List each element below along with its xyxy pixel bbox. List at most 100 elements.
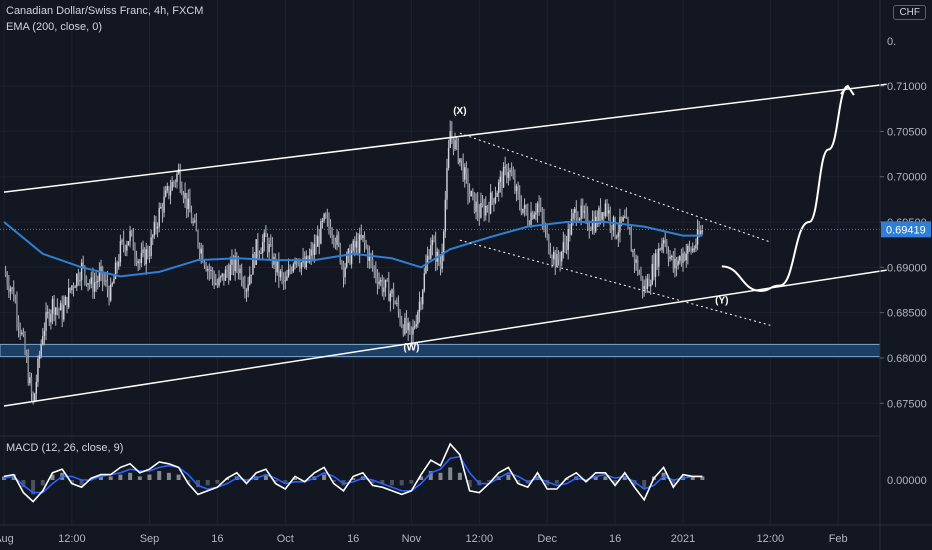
candle-body bbox=[198, 245, 201, 254]
candle-body bbox=[98, 272, 101, 282]
candle-body bbox=[357, 240, 359, 253]
candle-body bbox=[127, 241, 130, 246]
candle-body bbox=[245, 290, 248, 292]
candle-body bbox=[617, 232, 620, 237]
candle-body bbox=[491, 192, 493, 199]
macd-histogram-bar bbox=[487, 480, 491, 482]
candle-body bbox=[590, 229, 592, 231]
candle-body bbox=[565, 244, 568, 250]
macd-histogram-bar bbox=[409, 480, 414, 484]
candle-body bbox=[101, 266, 104, 281]
candle-body bbox=[498, 182, 500, 193]
macd-histogram-bar bbox=[642, 480, 647, 489]
candle-body bbox=[29, 377, 31, 384]
candle-body bbox=[153, 221, 156, 236]
candle-body bbox=[557, 254, 560, 260]
macd-histogram-bar bbox=[186, 480, 191, 484]
last-price-badge bbox=[881, 221, 931, 238]
candle-body bbox=[66, 297, 68, 308]
candle-body bbox=[279, 271, 282, 278]
candle-body bbox=[407, 322, 409, 331]
candle-body bbox=[346, 253, 348, 268]
ema-legend[interactable]: EMA (200, close, 0) bbox=[6, 21, 102, 33]
candle-body bbox=[35, 382, 38, 394]
candle-body bbox=[561, 251, 563, 262]
candle-body bbox=[147, 249, 149, 256]
candle-body bbox=[536, 203, 539, 213]
candle-body bbox=[363, 235, 366, 244]
candle-body bbox=[95, 281, 97, 283]
candle-body bbox=[616, 236, 618, 238]
currency-badge[interactable]: CHF bbox=[893, 5, 926, 20]
candle-body bbox=[110, 284, 112, 301]
candle-body bbox=[646, 278, 649, 290]
candle-body bbox=[223, 273, 225, 281]
candle-body bbox=[501, 176, 503, 188]
macd-legend[interactable]: MACD (12, 26, close, 9) bbox=[6, 442, 124, 454]
candle-body bbox=[134, 250, 136, 257]
candle-body bbox=[627, 218, 629, 228]
candle-body bbox=[530, 212, 532, 225]
projection-arrowhead bbox=[840, 84, 855, 96]
candle-body bbox=[415, 324, 417, 327]
candle-body bbox=[88, 283, 91, 285]
candle-body bbox=[268, 244, 270, 253]
candle-body bbox=[232, 258, 235, 272]
candle-body bbox=[55, 307, 57, 315]
candle-body bbox=[438, 251, 440, 264]
candle-body bbox=[567, 228, 569, 250]
candle-body bbox=[231, 258, 233, 265]
candle-body bbox=[139, 261, 141, 263]
candle-body bbox=[239, 268, 241, 274]
time-tick-label: 2021 bbox=[671, 533, 695, 545]
candle-body bbox=[603, 212, 605, 217]
candle-body bbox=[329, 227, 332, 237]
macd-histogram-bar bbox=[147, 474, 152, 480]
macd-histogram-bar bbox=[428, 471, 433, 480]
macd-histogram-bar bbox=[176, 474, 181, 480]
candle-body bbox=[38, 355, 41, 359]
candle-body bbox=[473, 192, 476, 212]
candle-body bbox=[339, 243, 341, 263]
candle-body bbox=[341, 262, 343, 264]
macd-histogram-bar bbox=[166, 472, 171, 480]
candle-body bbox=[685, 253, 687, 261]
candle-body bbox=[401, 322, 403, 327]
candle-body bbox=[208, 269, 211, 272]
candle-body bbox=[304, 258, 306, 268]
symbol-legend[interactable]: Canadian Dollar/Swiss Franc, 4h, FXCM bbox=[6, 5, 204, 17]
candle-body bbox=[562, 242, 565, 252]
candle-body bbox=[467, 174, 469, 194]
candle-body bbox=[365, 243, 367, 248]
candle-body bbox=[446, 168, 448, 200]
macd-histogram-bar bbox=[108, 476, 113, 480]
candle-body bbox=[234, 256, 236, 272]
candle-body bbox=[336, 235, 338, 245]
candle-body bbox=[515, 185, 518, 192]
candle-body bbox=[195, 220, 198, 232]
candle-body bbox=[297, 259, 299, 265]
time-tick-label: 16 bbox=[347, 533, 359, 545]
candle-body bbox=[628, 227, 631, 235]
candle-body bbox=[113, 278, 115, 284]
candle-body bbox=[656, 253, 658, 267]
candle-body bbox=[145, 249, 147, 265]
macd-histogram-bar bbox=[593, 476, 598, 480]
candle-body bbox=[554, 252, 556, 267]
candle-body bbox=[140, 252, 143, 263]
candle-body bbox=[118, 262, 120, 267]
candle-body bbox=[573, 208, 576, 213]
candle-body bbox=[143, 249, 146, 265]
candle-body bbox=[116, 262, 118, 267]
candle-body bbox=[71, 285, 73, 291]
candle-body bbox=[51, 298, 54, 314]
candle-body bbox=[284, 280, 286, 282]
price-tick-label: 0.70500 bbox=[887, 126, 927, 138]
candle-body bbox=[698, 229, 700, 235]
candle-body bbox=[396, 302, 398, 304]
candle-body bbox=[464, 167, 466, 180]
candle-body bbox=[633, 250, 636, 263]
macd-histogram-bar bbox=[50, 474, 55, 480]
candle-body bbox=[320, 221, 322, 244]
